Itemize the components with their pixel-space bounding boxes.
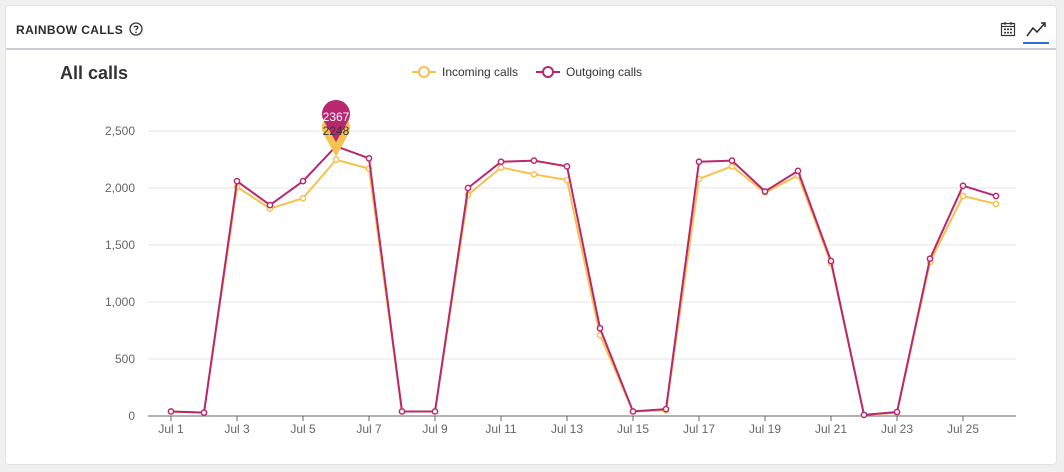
line-chart-icon[interactable] <box>1025 20 1047 38</box>
data-point <box>200 409 208 416</box>
x-tick-label: Jul 23 <box>881 422 913 436</box>
data-point <box>761 188 769 195</box>
active-view-indicator <box>1023 42 1049 44</box>
y-tick-label: 2,500 <box>105 124 135 138</box>
y-tick-label: 0 <box>128 409 135 423</box>
y-axis: 0 500 1,000 1,500 2,000 2,500 <box>105 124 135 423</box>
data-point <box>860 411 868 419</box>
data-point <box>530 157 538 164</box>
data-point <box>299 177 307 185</box>
card-title: RAINBOW CALLS <box>16 23 124 37</box>
x-axis: Jul 1 Jul 3 Jul 5 Jul 7 Jul 9 Jul 11 Jul 13 Jul… <box>148 415 1016 436</box>
x-tick-label: Jul 3 <box>224 422 250 436</box>
data-point <box>497 164 505 171</box>
data-point <box>332 156 340 164</box>
series-line <box>170 145 997 416</box>
data-point <box>959 182 967 190</box>
data-point <box>464 184 472 192</box>
legend-marker <box>542 66 554 78</box>
series-group <box>167 142 1000 419</box>
data-point <box>959 192 967 200</box>
x-tick-label: Jul 17 <box>683 422 715 436</box>
data-point <box>299 194 307 202</box>
data-point <box>398 408 406 415</box>
x-tick-label: Jul 25 <box>947 422 979 436</box>
tooltip-pin-outgoing <box>321 99 350 143</box>
legend: Incoming calls Outgoing calls <box>412 65 642 79</box>
grid-lines <box>148 130 1016 360</box>
chart-title: All calls <box>60 63 128 83</box>
series-group <box>167 156 1000 419</box>
y-tick-label: 2,000 <box>105 181 135 195</box>
data-point <box>167 408 175 415</box>
tooltip-value-incoming: 2248 <box>323 124 350 138</box>
x-tick-label: Jul 1 <box>158 422 184 436</box>
x-tick-label: Jul 15 <box>617 422 649 436</box>
x-tick-label: Jul 11 <box>485 422 516 436</box>
data-point <box>596 324 604 332</box>
x-tick-label: Jul 7 <box>356 422 382 436</box>
y-tick-label: 500 <box>115 352 135 366</box>
question-circle-icon[interactable] <box>129 22 143 36</box>
data-point <box>662 405 670 413</box>
data-point <box>695 158 703 166</box>
data-point <box>431 408 439 415</box>
data-point <box>266 201 274 209</box>
data-point <box>893 408 901 416</box>
data-point <box>365 155 373 162</box>
tooltip-value-outgoing: 2367 <box>323 110 350 124</box>
calendar-icon[interactable] <box>1000 21 1016 37</box>
legend-label: Outgoing calls <box>566 65 642 79</box>
x-tick-label: Jul 13 <box>551 422 583 436</box>
data-point <box>794 167 802 175</box>
data-point <box>728 162 736 170</box>
data-point <box>530 170 538 178</box>
series-line <box>170 158 997 416</box>
data-point <box>992 192 1000 200</box>
legend-label: Incoming calls <box>442 65 518 79</box>
legend-marker <box>418 66 430 78</box>
data-point <box>563 162 571 170</box>
data-point <box>728 157 736 164</box>
data-point <box>926 255 934 263</box>
data-point <box>992 200 1000 208</box>
x-tick-label: Jul 5 <box>290 422 316 436</box>
y-tick-label: 1,000 <box>105 295 135 309</box>
data-point <box>629 408 637 415</box>
x-tick-label: Jul 19 <box>749 422 781 436</box>
y-tick-label: 1,500 <box>105 238 135 252</box>
data-point <box>827 257 835 265</box>
x-tick-label: Jul 21 <box>815 422 847 436</box>
data-point <box>497 158 505 166</box>
series-lines <box>167 142 1000 419</box>
chart-card: RAINBOW CALLS <box>5 5 1057 465</box>
x-tick-label: Jul 9 <box>422 422 448 436</box>
data-point <box>233 177 241 185</box>
card-header: RAINBOW CALLS <box>6 6 1056 50</box>
